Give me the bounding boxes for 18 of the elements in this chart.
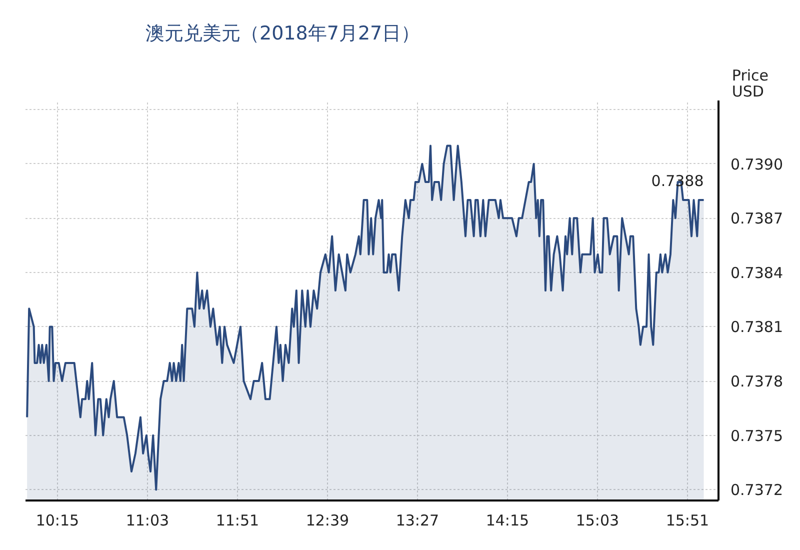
chart-title: 澳元兑美元（2018年7月27日） [146, 22, 420, 44]
y-tick-label: 0.7381 [730, 318, 783, 336]
x-tick-label: 14:15 [486, 512, 530, 530]
x-tick-label: 10:15 [36, 512, 80, 530]
y-axis-title: Price USD [732, 66, 768, 100]
y-tick-label: 0.7387 [730, 210, 783, 228]
y-tick-label: 0.7378 [730, 372, 783, 391]
y-tick-label: 0.7372 [730, 481, 783, 500]
x-tick-label: 13:27 [396, 512, 440, 530]
x-tick-label: 11:03 [126, 512, 170, 530]
annotation: 0.7388 [651, 172, 704, 190]
y-tick-label: 0.7384 [730, 264, 783, 282]
x-tick-label: 15:51 [666, 512, 710, 530]
y-tick-label: 0.7375 [730, 426, 783, 445]
x-tick-label: 15:03 [576, 512, 620, 530]
x-tick-label: 12:39 [306, 512, 350, 530]
x-tick-label: 11:51 [216, 512, 260, 530]
y-tick-label: 0.7390 [730, 155, 783, 174]
